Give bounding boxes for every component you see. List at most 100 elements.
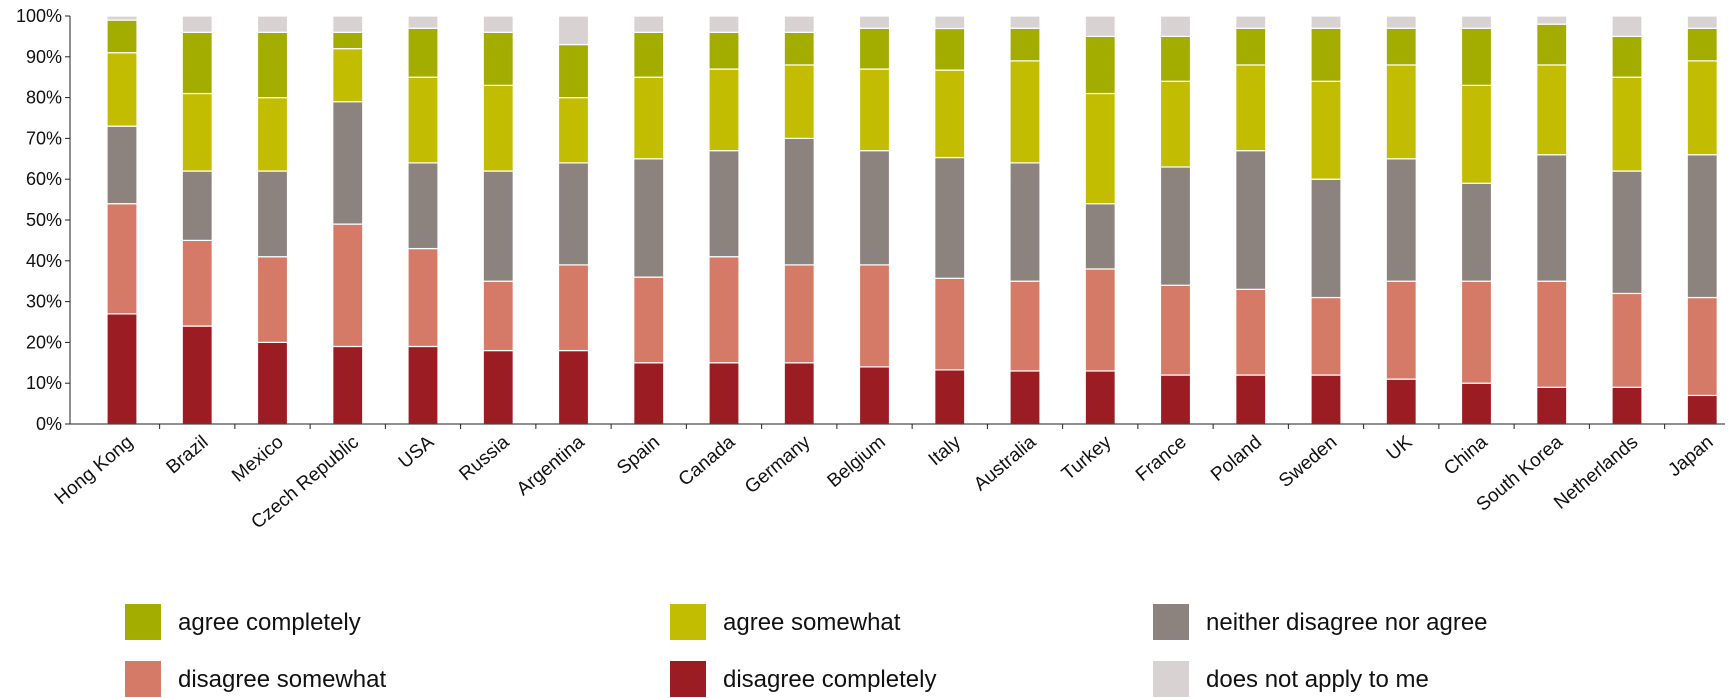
bar-segment [1386, 281, 1416, 379]
bar-segment [483, 85, 513, 171]
bar-segment [784, 16, 814, 32]
y-tick-label: 0% [36, 414, 62, 434]
bar-segment [709, 257, 739, 363]
bar-segment [1085, 36, 1115, 93]
bar-segment [408, 249, 438, 347]
bar-segment [1085, 371, 1115, 424]
bar-stack [1311, 16, 1341, 424]
bar-segment [1612, 293, 1642, 387]
x-tick-label: UK [1383, 432, 1417, 465]
y-tick-label: 20% [26, 332, 62, 352]
bar-segment [634, 77, 664, 159]
y-tick-label: 70% [26, 128, 62, 148]
bar-stack [559, 16, 589, 424]
x-tick-label: Sweden [1275, 432, 1341, 492]
bar-segment [709, 69, 739, 151]
legend-item: does not apply to me [1153, 661, 1429, 697]
bar-segment [408, 77, 438, 163]
bar-stack [860, 16, 890, 424]
bar-segment [935, 28, 965, 70]
bar-segment [408, 346, 438, 424]
bar-segment [709, 32, 739, 69]
bar-segment [483, 16, 513, 32]
bar-segment [107, 314, 137, 424]
x-tick-label: Hong Kong [51, 432, 137, 509]
bar-segment [1010, 61, 1040, 163]
bar-segment [1386, 379, 1416, 424]
bar-segment [860, 69, 890, 151]
bar-stack [935, 16, 965, 424]
bar-segment [1085, 94, 1115, 204]
x-tick-label: Mexico [228, 432, 288, 487]
legend-label: disagree completely [723, 666, 936, 693]
y-tick-label: 40% [26, 251, 62, 271]
bar-stack [1085, 16, 1115, 424]
x-tick-label: Brazil [163, 432, 213, 479]
bar-segment [1311, 375, 1341, 424]
legend-label: neither disagree nor agree [1206, 609, 1488, 636]
bar-segment [1462, 183, 1492, 281]
bar-stack [483, 16, 513, 424]
bar-segment [483, 171, 513, 281]
x-tick-label: Spain [613, 432, 664, 479]
bar-segment [1687, 28, 1717, 61]
bar-stack [333, 16, 363, 424]
x-tick-label: Netherlands [1550, 432, 1642, 514]
bar-stack [784, 16, 814, 424]
bar-stack [1462, 16, 1492, 424]
bar-segment [1010, 16, 1040, 28]
bar-stack [1010, 16, 1040, 424]
bar-segment [1236, 375, 1266, 424]
bar-segment [483, 32, 513, 85]
bar-segment [258, 32, 288, 97]
legend-label: disagree somewhat [178, 666, 386, 693]
bar-segment [634, 32, 664, 77]
bar-segment [1311, 28, 1341, 81]
bar-stack [1386, 16, 1416, 424]
bar-segment [333, 49, 363, 102]
bar-segment [559, 45, 589, 98]
bar-segment [1612, 77, 1642, 171]
x-tick-label: Argentina [513, 431, 589, 500]
bar-segment [408, 163, 438, 249]
legend-swatch [1153, 604, 1189, 640]
bar-segment [107, 204, 137, 314]
bar-segment [1236, 16, 1266, 28]
bar-segment [860, 16, 890, 28]
x-tick-label: USA [395, 432, 439, 473]
legend-swatch [670, 604, 706, 640]
bar-segment [1010, 163, 1040, 281]
y-tick-label: 60% [26, 169, 62, 189]
bar-segment [1462, 28, 1492, 85]
bar-segment [1161, 81, 1191, 167]
bar-segment [709, 16, 739, 32]
x-tick-label: Belgium [824, 432, 890, 492]
bar-segment [1161, 167, 1191, 285]
y-tick-label: 50% [26, 210, 62, 230]
x-tick-label: Canada [675, 431, 740, 490]
bar-segment [1537, 16, 1567, 24]
legend-swatch [1153, 661, 1189, 697]
bar-segment [559, 98, 589, 163]
x-tick-label: Russia [455, 431, 513, 485]
legend-item: agree somewhat [670, 604, 901, 640]
bar-segment [935, 158, 965, 279]
bar-segment [1236, 28, 1266, 65]
bar-stack [408, 16, 438, 424]
bar-segment [1161, 16, 1191, 36]
bar-segment [1236, 65, 1266, 151]
bar-segment [634, 159, 664, 277]
legend-swatch [670, 661, 706, 697]
bar-segment [258, 342, 288, 424]
x-tick-label: China [1440, 431, 1492, 479]
bar-segment [1010, 371, 1040, 424]
bar-segment [107, 126, 137, 204]
legend-item: agree completely [125, 604, 361, 640]
bar-segment [1462, 281, 1492, 383]
bar-segment [408, 16, 438, 28]
bar-segment [1687, 155, 1717, 298]
bar-segment [935, 16, 965, 28]
bar-segment [1612, 171, 1642, 293]
bar-segment [1010, 281, 1040, 371]
